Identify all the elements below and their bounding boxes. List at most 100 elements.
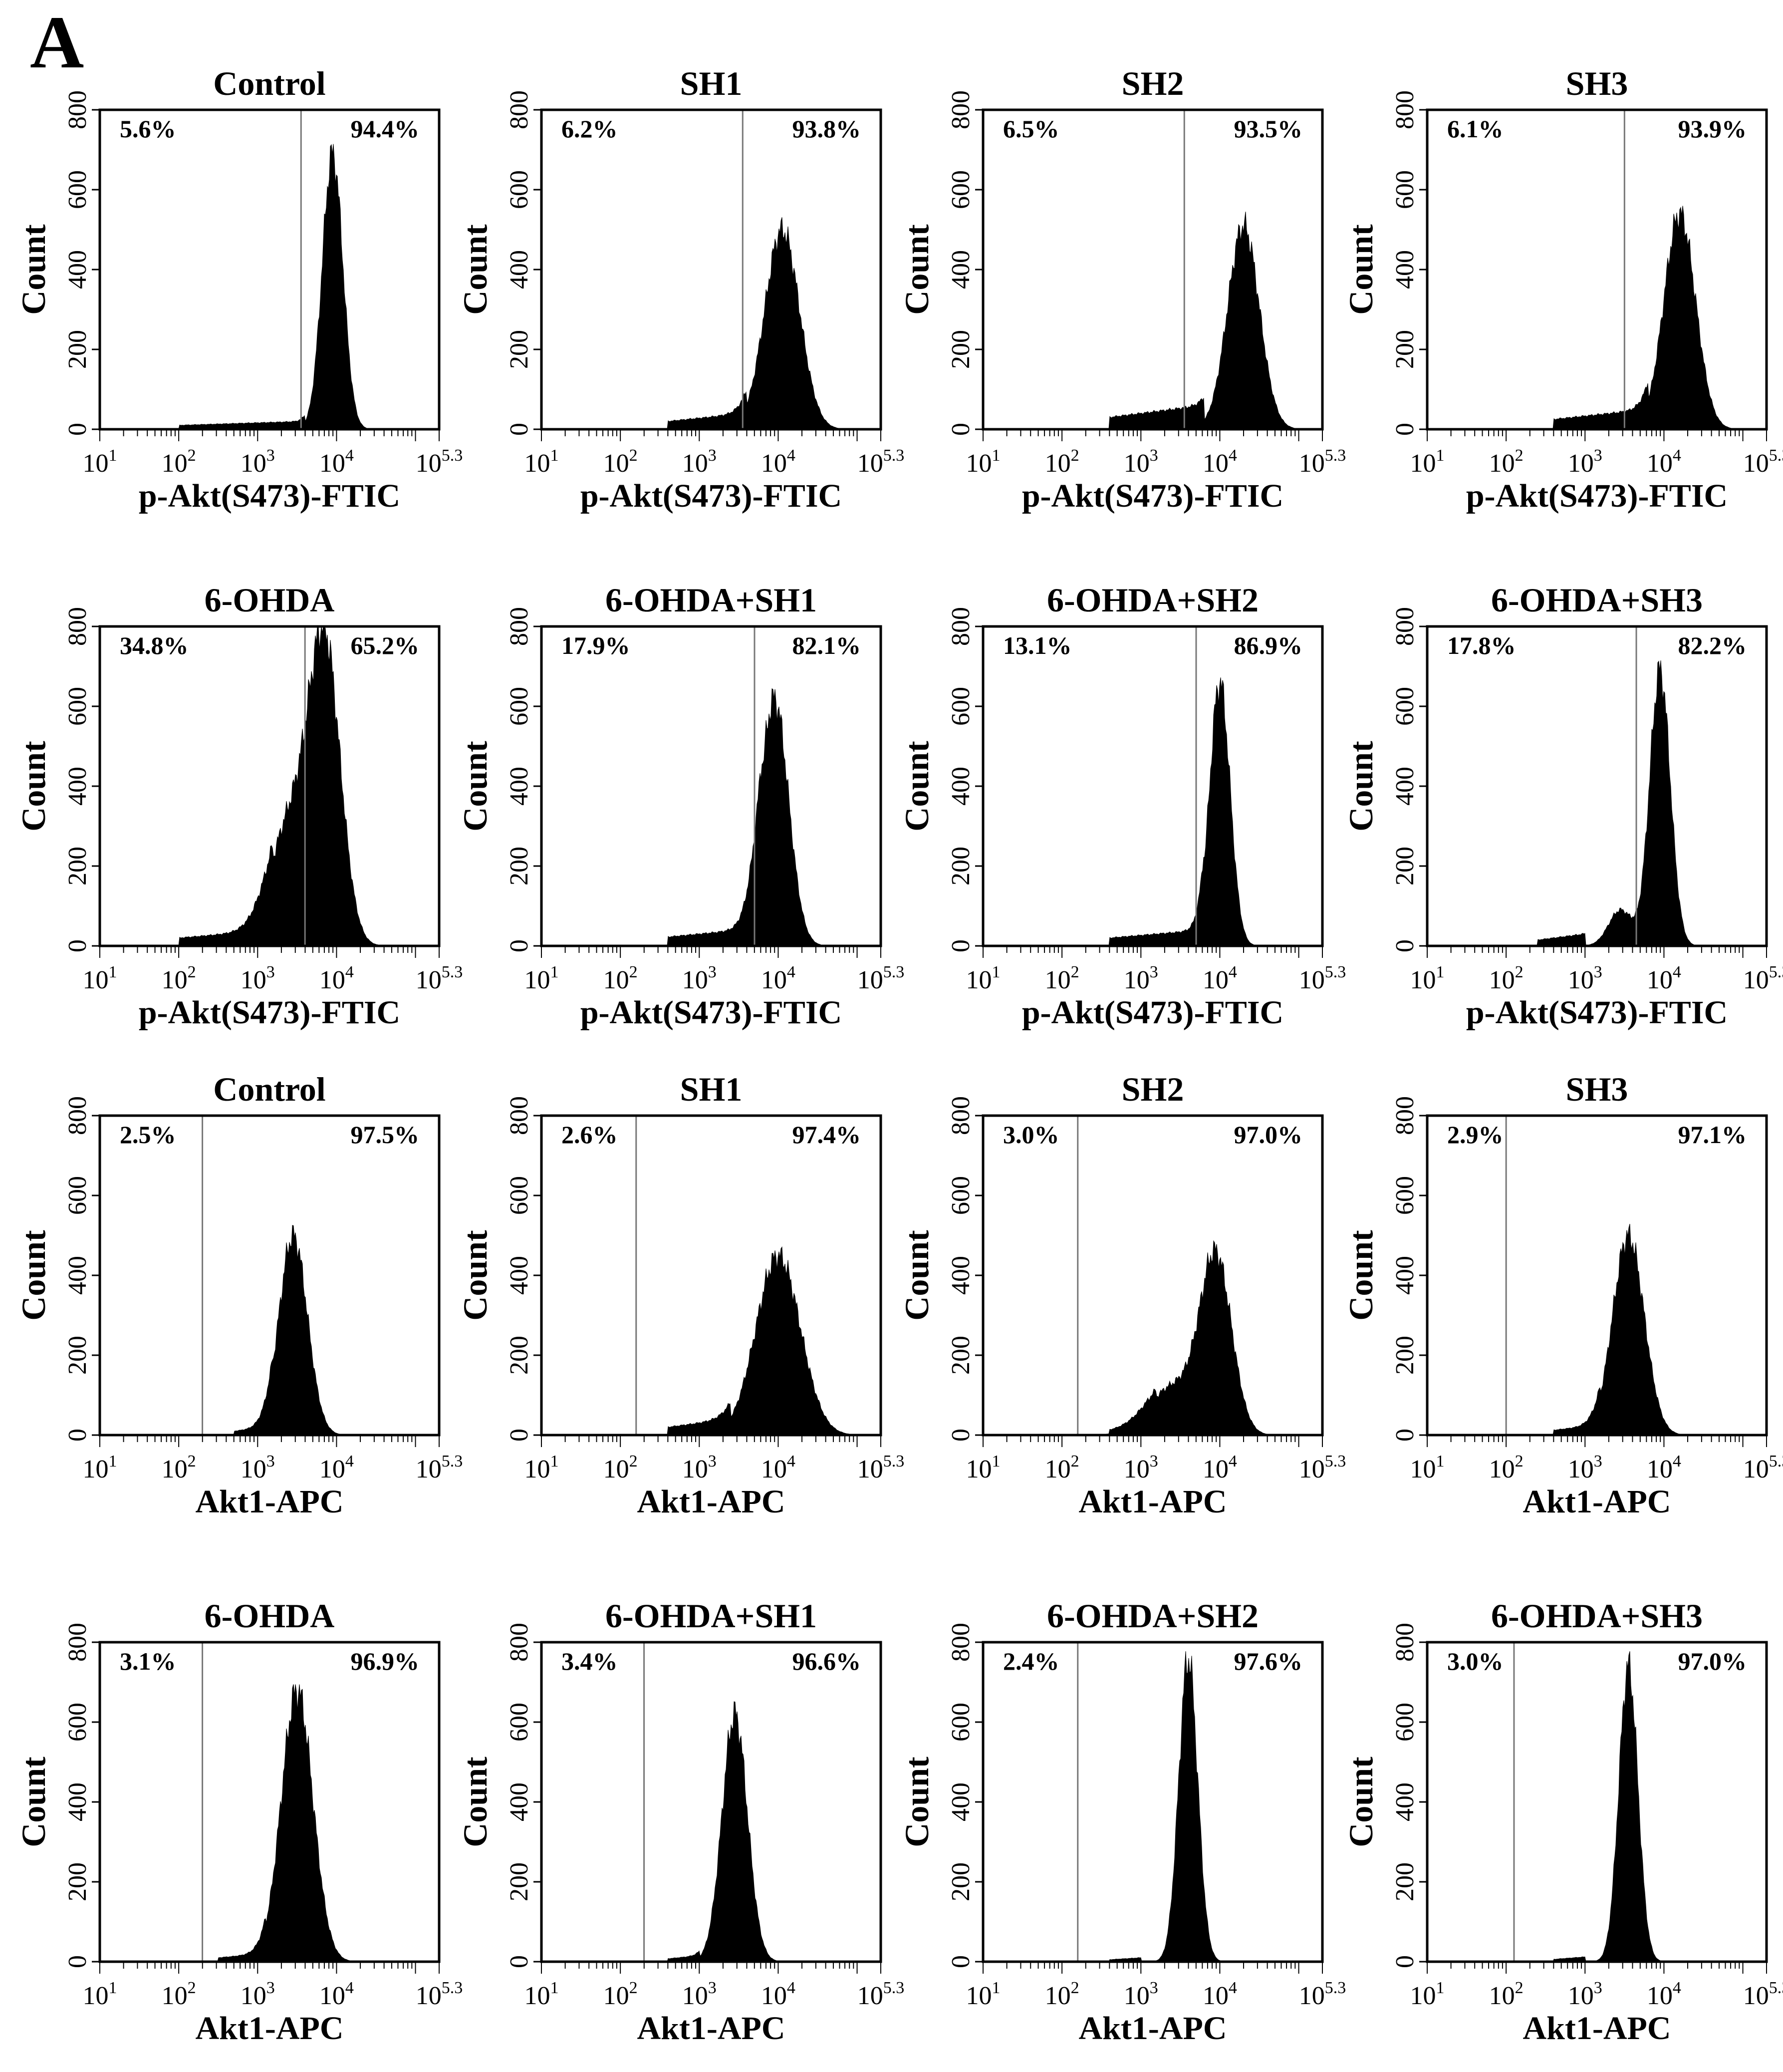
x-tick-label: 101 xyxy=(524,963,559,994)
plot-frame xyxy=(982,1114,1324,1437)
x-tick-exponent: 4 xyxy=(787,1979,795,1997)
y-tick-label: 0 xyxy=(63,1955,92,1968)
x-tick-exponent: 5.3 xyxy=(1325,1979,1346,1997)
panel-title: SH3 xyxy=(1566,64,1628,102)
y-tick-label: 200 xyxy=(947,1336,975,1375)
y-tick-label: 800 xyxy=(63,1623,92,1662)
x-tick-exponent: 4 xyxy=(345,1452,354,1471)
y-tick-label: 600 xyxy=(63,687,92,726)
y-axis-label: Count xyxy=(1342,1757,1380,1847)
panel-title: SH1 xyxy=(680,64,743,102)
x-tick-exponent: 1 xyxy=(550,1979,559,1997)
x-tick-label: 103 xyxy=(1124,1979,1158,2010)
histogram-panel-11: SH2 3.0% 97.0% 0 200 400 600 800 Count 101 102 103 1… xyxy=(898,1070,1346,1520)
left-gate-percent: 34.8% xyxy=(120,631,189,659)
x-axis-label: Akt1-APC xyxy=(196,2010,344,2047)
x-tick-exponent: 5.3 xyxy=(1769,1979,1783,1997)
left-gate-percent: 5.6% xyxy=(120,115,176,143)
plot-frame xyxy=(540,1641,882,1963)
x-tick-exponent: 1 xyxy=(1436,1979,1445,1997)
y-axis-label: Count xyxy=(898,741,936,832)
x-tick-exponent: 5.3 xyxy=(1325,446,1346,465)
y-tick-label: 800 xyxy=(1391,1096,1419,1135)
y-tick-label: 400 xyxy=(947,1782,975,1821)
x-tick-label: 104 xyxy=(1647,1979,1681,2010)
x-tick-exponent: 4 xyxy=(1673,446,1681,465)
y-tick-label: 200 xyxy=(63,1862,92,1901)
panel-title: SH3 xyxy=(1566,1070,1628,1108)
y-tick-label: 800 xyxy=(63,607,92,646)
y-tick-label: 800 xyxy=(505,607,533,646)
histogram-panel-5: 6-OHDA 34.8% 65.2% 0 200 400 600 800 Count 101 102… xyxy=(14,581,463,1031)
y-tick-label: 600 xyxy=(947,687,975,726)
plot-frame xyxy=(1426,108,1768,431)
y-tick-label: 200 xyxy=(1391,1862,1419,1901)
histogram-panel-13: 6-OHDA 3.1% 96.9% 0 200 400 600 800 Count 101 102 1… xyxy=(14,1597,463,2047)
right-gate-percent: 65.2% xyxy=(351,631,420,659)
y-tick-label: 400 xyxy=(63,767,92,806)
y-tick-label: 200 xyxy=(1391,847,1419,886)
x-tick-label: 102 xyxy=(1489,446,1524,478)
histogram-panel-8: 6-OHDA+SH3 17.8% 82.2% 0 200 400 600 800 Count 10… xyxy=(1342,581,1783,1031)
x-axis-label: p-Akt(S473)-FTIC xyxy=(139,478,400,514)
x-tick-exponent: 4 xyxy=(1229,1979,1237,1997)
histogram-panel-1: Control 5.6% 94.4% 0 200 400 600 800 Count 101 102… xyxy=(14,64,463,514)
x-tick-label: 103 xyxy=(682,1452,717,1483)
x-tick-label: 103 xyxy=(682,963,717,994)
histogram-panel-16: 6-OHDA+SH3 3.0% 97.0% 0 200 400 600 800 Count 101… xyxy=(1342,1597,1783,2047)
left-gate-percent: 3.0% xyxy=(1003,1121,1059,1149)
x-tick-exponent: 3 xyxy=(266,963,275,981)
plot-frame xyxy=(982,1641,1324,1963)
left-gate-percent: 2.6% xyxy=(561,1121,618,1149)
histogram-area xyxy=(100,1225,439,1436)
x-tick-exponent: 5.3 xyxy=(442,1979,463,1997)
right-gate-percent: 97.0% xyxy=(1234,1121,1303,1149)
y-tick-label: 200 xyxy=(505,1862,533,1901)
x-tick-exponent: 4 xyxy=(787,963,795,981)
x-tick-label: 102 xyxy=(603,1979,638,2010)
plot-frame xyxy=(1426,625,1768,947)
y-tick-label: 400 xyxy=(63,250,92,289)
x-tick-exponent: 2 xyxy=(188,1452,196,1471)
x-tick-label: 104 xyxy=(761,1979,795,2010)
x-tick-exponent: 4 xyxy=(1673,1452,1681,1471)
y-tick-label: 400 xyxy=(505,767,533,806)
x-tick-exponent: 3 xyxy=(1594,963,1602,981)
y-axis-label: Count xyxy=(456,741,494,832)
x-tick-label: 103 xyxy=(1568,1979,1602,2010)
x-tick-exponent: 2 xyxy=(1071,1452,1079,1471)
x-tick-exponent: 1 xyxy=(109,446,117,465)
panel-title: 6-OHDA+SH1 xyxy=(605,581,817,619)
x-axis-label: Akt1-APC xyxy=(1079,1483,1227,1520)
x-tick-label: 104 xyxy=(1203,446,1237,478)
x-tick-exponent: 2 xyxy=(1515,446,1524,465)
x-tick-exponent: 4 xyxy=(1229,963,1237,981)
histogram-panel-10: SH1 2.6% 97.4% 0 200 400 600 800 Count 101 102 103 1… xyxy=(456,1070,904,1520)
x-tick-label: 104 xyxy=(1203,963,1237,994)
x-axis-label: Akt1-APC xyxy=(1523,1483,1671,1520)
y-tick-label: 0 xyxy=(947,1429,975,1442)
histogram-area xyxy=(541,1701,881,1962)
x-tick-label: 105.3 xyxy=(416,1452,463,1483)
x-tick-exponent: 3 xyxy=(708,1452,717,1471)
plot-frame xyxy=(1426,1114,1768,1437)
x-tick-exponent: 4 xyxy=(1673,1979,1681,1997)
x-tick-exponent: 3 xyxy=(708,963,717,981)
x-tick-label: 105.3 xyxy=(1743,1979,1783,2010)
x-tick-label: 101 xyxy=(966,963,1001,994)
y-tick-label: 800 xyxy=(63,90,92,129)
x-tick-exponent: 1 xyxy=(109,963,117,981)
x-tick-exponent: 1 xyxy=(550,446,559,465)
histogram-area xyxy=(983,677,1322,946)
y-tick-label: 600 xyxy=(505,687,533,726)
y-tick-label: 800 xyxy=(947,90,975,129)
x-tick-exponent: 2 xyxy=(188,1979,196,1997)
x-tick-label: 103 xyxy=(241,446,275,478)
right-gate-percent: 97.6% xyxy=(1234,1647,1303,1675)
y-tick-label: 0 xyxy=(505,423,533,436)
x-tick-label: 101 xyxy=(1410,1452,1445,1483)
x-tick-exponent: 5.3 xyxy=(883,1979,905,1997)
x-tick-exponent: 5.3 xyxy=(442,1452,463,1471)
y-tick-label: 200 xyxy=(505,330,533,369)
